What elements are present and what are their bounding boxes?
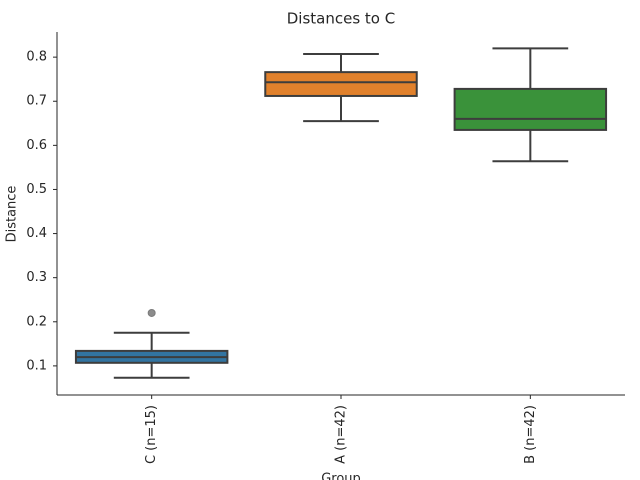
y-tick-label: 0.3 — [26, 270, 47, 285]
y-tick-label: 0.1 — [26, 358, 47, 373]
box — [264, 71, 418, 97]
y-tick-label: 0.7 — [26, 94, 47, 109]
y-tick-label: 0.8 — [26, 50, 47, 65]
y-tick-label: 0.4 — [26, 226, 47, 241]
y-tick-label: 0.6 — [26, 138, 47, 153]
x-tick-label: B (n=42) — [523, 405, 538, 464]
chart-title: Distances to C — [287, 10, 395, 28]
y-axis-label: Distance — [5, 186, 20, 243]
y-tick-label: 0.2 — [26, 314, 47, 329]
x-tick-label: C (n=15) — [144, 405, 159, 464]
outlier — [147, 308, 156, 317]
x-tick-label: A (n=42) — [334, 405, 349, 464]
x-axis-label: Group — [321, 472, 361, 480]
y-tick-label: 0.5 — [26, 182, 47, 197]
box — [453, 87, 608, 131]
